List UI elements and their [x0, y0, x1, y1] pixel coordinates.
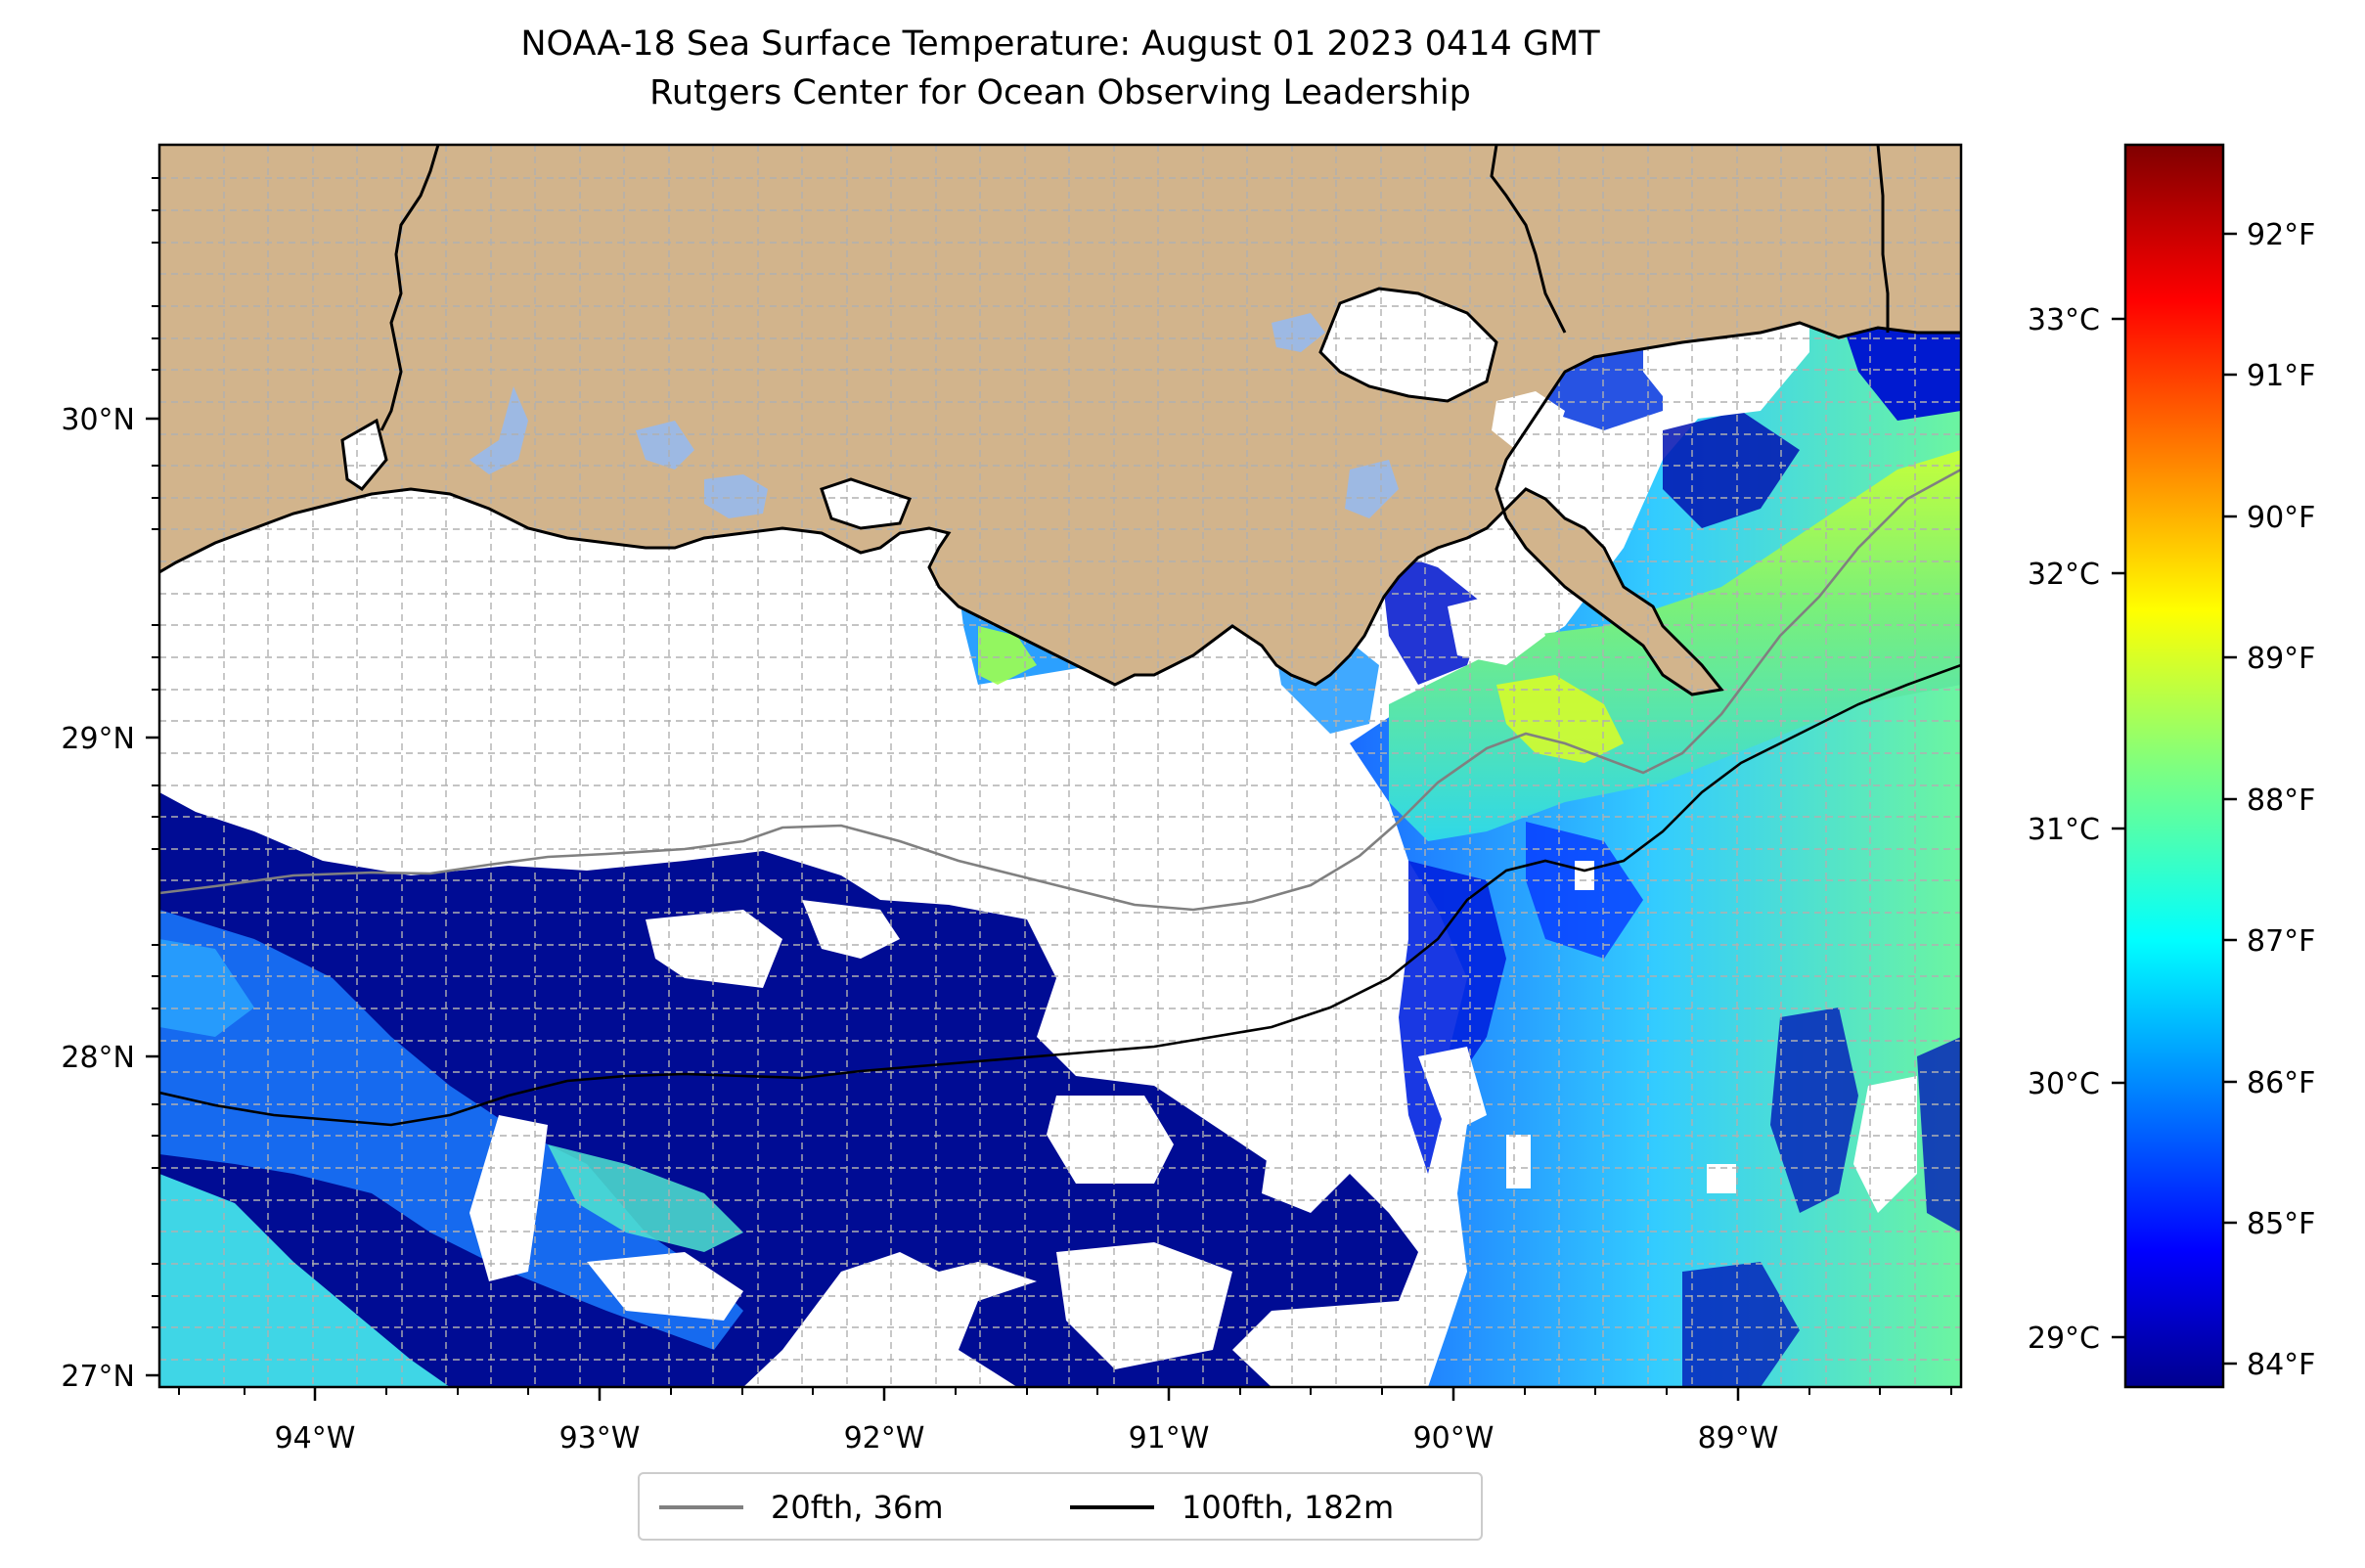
colorbar-f-ticks — [2223, 232, 2237, 1366]
cbar-c-29: 29°C — [2028, 1322, 2100, 1356]
land-louisiana — [159, 145, 1961, 694]
cbar-f-86: 86°F — [2247, 1066, 2315, 1100]
cloud-patch-7 — [1056, 1242, 1232, 1369]
cbar-f-87: 87°F — [2247, 924, 2315, 959]
cloud-patch-6 — [1262, 1125, 1350, 1213]
inlet-outlines — [340, 287, 1498, 530]
sst-swirl-west-2 — [159, 1174, 450, 1387]
sst-swirl-west-3 — [548, 1144, 743, 1252]
lon-tick-90w: 90°W — [1413, 1421, 1495, 1456]
minor-ticks — [152, 177, 1952, 1395]
lake-4 — [1272, 313, 1325, 352]
lon-tick-91w: 91°W — [1129, 1421, 1210, 1456]
legend-item-100fth: 100fth, 182m — [1070, 1488, 1394, 1527]
legend-label-20fth: 20fth, 36m — [771, 1489, 944, 1526]
cbar-f-88: 88°F — [2247, 784, 2315, 818]
cbar-c-32: 32°C — [2028, 558, 2100, 592]
map-frame — [157, 143, 1963, 1389]
lat-tick-30n: 30°N — [61, 403, 135, 437]
cbar-f-92: 92°F — [2247, 218, 2315, 252]
cloud-patch-12 — [1575, 861, 1594, 890]
cbar-f-84: 84°F — [2247, 1348, 2315, 1382]
lake-2 — [636, 421, 694, 470]
lat-tick-28n: 28°N — [61, 1041, 135, 1075]
cbar-f-90: 90°F — [2247, 501, 2315, 535]
state-border-west — [379, 145, 440, 431]
state-border-ms — [1876, 145, 1890, 333]
major-ticks — [146, 417, 1740, 1401]
colorbar — [2125, 145, 2223, 1387]
coastline — [159, 321, 1961, 696]
sst-blue-patch-se-3 — [1917, 1037, 1961, 1232]
cloud-patch-2 — [802, 900, 900, 959]
lon-tick-93w: 93°W — [559, 1421, 641, 1456]
cloud-patch-1 — [646, 910, 782, 988]
cloud-patch-4 — [587, 1252, 743, 1321]
lat-tick-27n: 27°N — [61, 1360, 135, 1394]
lake-pontchartrain — [1320, 289, 1496, 401]
isobath-20fth — [159, 468, 1961, 912]
legend-line-100fth — [1070, 1505, 1154, 1509]
cloud-patch-9 — [1853, 1076, 1917, 1213]
legend-line-20fth — [659, 1505, 743, 1509]
lake-borgne — [1492, 391, 1565, 450]
cbar-c-33: 33°C — [2028, 303, 2100, 337]
lon-tick-92w: 92°W — [844, 1421, 925, 1456]
cbar-c-30: 30°C — [2028, 1067, 2100, 1101]
lon-tick-89w: 89°W — [1698, 1421, 1779, 1456]
cbar-f-85: 85°F — [2247, 1207, 2315, 1241]
sst-swirl-west-4 — [159, 939, 254, 1037]
sst-blue-patch-se — [1770, 1008, 1858, 1213]
state-border-east — [1490, 145, 1567, 334]
legend: 20fth, 36m 100fth, 182m — [638, 1472, 1483, 1541]
sst-blue-patch-ne — [1663, 411, 1800, 528]
sst-blue-patch-se-2 — [1682, 1262, 1800, 1387]
legend-item-20fth: 20fth, 36m — [659, 1488, 943, 1527]
legend-label-100fth: 100fth, 182m — [1182, 1489, 1395, 1526]
lake-5 — [1345, 460, 1399, 518]
cloud-patch-5 — [1047, 1096, 1174, 1184]
colorbar-frame — [2123, 143, 2225, 1389]
lake-3 — [704, 474, 768, 518]
cloud-patch-3 — [469, 1115, 548, 1281]
sst-swirl-west-1 — [159, 910, 743, 1350]
colorbar-c-ticks — [2112, 317, 2125, 1339]
lat-tick-29n: 29°N — [61, 722, 135, 756]
gridlines — [159, 145, 1961, 1387]
cbar-f-89: 89°F — [2247, 642, 2315, 676]
cbar-f-91: 91°F — [2247, 359, 2315, 393]
cloud-patch-14 — [1448, 587, 1545, 665]
title-line-2: Rutgers Center for Ocean Observing Leade… — [649, 73, 1471, 112]
sst-patch-vermilion-2 — [978, 626, 1037, 685]
title-line-1: NOAA-18 Sea Surface Temperature: August … — [520, 24, 1600, 64]
cloud-patch-11 — [1506, 1135, 1531, 1188]
lake-1 — [469, 386, 528, 474]
cloud-patch-10 — [1707, 1164, 1736, 1193]
lon-tick-94w: 94°W — [275, 1421, 356, 1456]
map-area — [159, 145, 1961, 1387]
cbar-c-31: 31°C — [2028, 813, 2100, 847]
isobath-100fth — [159, 663, 1961, 1127]
sst-yellow-patch — [1496, 675, 1624, 763]
